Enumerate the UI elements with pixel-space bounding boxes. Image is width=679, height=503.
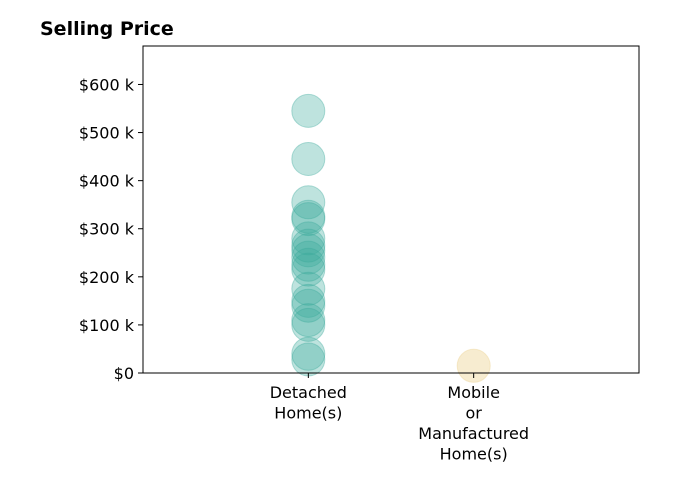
data-point bbox=[291, 233, 326, 268]
x-axis: Detached Home(s) Mobile or Manufactured Home(… bbox=[270, 373, 529, 464]
data-point bbox=[291, 185, 326, 220]
y-tick-label: $400 k bbox=[79, 172, 135, 191]
data-point bbox=[291, 307, 326, 342]
data-point bbox=[291, 252, 326, 287]
chart-title: Selling Price bbox=[40, 18, 174, 40]
data-point bbox=[291, 199, 326, 234]
y-tick-label: $300 k bbox=[79, 220, 135, 239]
x-tick-label: Detached Home(s) bbox=[270, 383, 347, 423]
y-axis: $0 $100 k $200 k $300 k $400 k $500 k $600 k bbox=[79, 75, 143, 383]
data-point bbox=[291, 240, 326, 275]
y-tick-label: $100 k bbox=[79, 316, 135, 335]
data-point bbox=[456, 348, 491, 383]
data-point bbox=[291, 288, 326, 323]
data-point bbox=[291, 202, 326, 237]
data-point bbox=[291, 247, 326, 282]
x-tick-label: Mobile or Manufactured Home(s) bbox=[418, 383, 529, 464]
y-tick-label: $0 bbox=[114, 364, 134, 383]
plot-frame bbox=[142, 45, 640, 374]
points-layer bbox=[291, 93, 491, 383]
data-point bbox=[291, 221, 326, 256]
data-point bbox=[291, 336, 326, 371]
y-tick-label: $200 k bbox=[79, 268, 135, 287]
data-point bbox=[291, 303, 326, 338]
data-point bbox=[291, 342, 326, 377]
y-tick-label: $600 k bbox=[79, 75, 135, 94]
data-point bbox=[291, 228, 326, 263]
data-point bbox=[291, 283, 326, 318]
data-point bbox=[291, 271, 326, 306]
data-point bbox=[291, 93, 326, 128]
y-tick-label: $500 k bbox=[79, 124, 135, 143]
data-point bbox=[291, 142, 326, 176]
